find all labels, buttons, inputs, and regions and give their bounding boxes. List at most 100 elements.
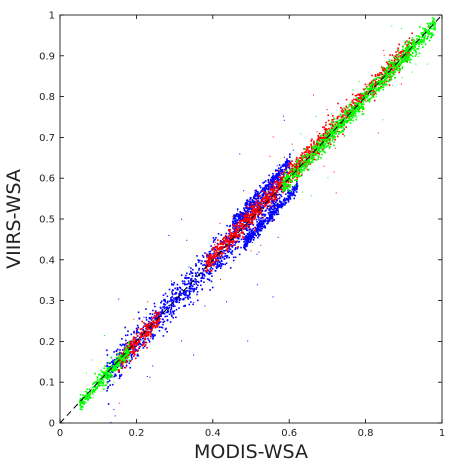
data-point bbox=[419, 26, 421, 28]
data-point bbox=[119, 359, 121, 361]
data-point bbox=[328, 136, 330, 139]
data-point bbox=[315, 147, 318, 149]
data-point bbox=[195, 275, 197, 277]
data-point bbox=[184, 283, 186, 286]
data-point bbox=[281, 169, 284, 171]
data-point bbox=[340, 107, 342, 109]
data-point bbox=[270, 196, 273, 198]
data-point bbox=[269, 211, 271, 214]
data-point bbox=[275, 204, 277, 206]
data-point bbox=[202, 256, 205, 258]
data-point bbox=[311, 152, 313, 154]
data-point bbox=[262, 182, 264, 184]
data-point bbox=[315, 152, 317, 154]
data-point bbox=[196, 255, 198, 257]
data-point bbox=[167, 311, 169, 313]
data-point bbox=[212, 260, 214, 262]
data-point bbox=[289, 194, 291, 197]
data-point bbox=[363, 93, 366, 95]
data-point bbox=[347, 111, 349, 114]
data-point bbox=[82, 394, 84, 396]
data-point bbox=[332, 118, 335, 121]
data-point bbox=[210, 255, 212, 257]
data-point bbox=[285, 198, 288, 200]
data-point bbox=[399, 69, 401, 71]
data-point bbox=[140, 331, 143, 334]
data-point bbox=[185, 294, 188, 296]
data-point bbox=[192, 280, 195, 282]
data-point bbox=[327, 119, 330, 122]
data-point bbox=[99, 379, 102, 381]
data-point bbox=[231, 232, 234, 234]
data-point bbox=[286, 161, 289, 164]
data-point bbox=[330, 124, 332, 127]
data-point bbox=[280, 194, 282, 196]
outlier-point bbox=[333, 171, 335, 173]
data-point bbox=[122, 343, 124, 346]
data-point bbox=[394, 57, 397, 60]
data-point bbox=[247, 225, 250, 227]
data-point bbox=[360, 103, 362, 105]
data-point bbox=[149, 321, 151, 324]
data-point bbox=[229, 237, 231, 240]
data-point bbox=[163, 307, 166, 310]
data-point bbox=[166, 319, 169, 321]
data-point bbox=[98, 378, 101, 381]
data-point bbox=[252, 197, 255, 200]
data-point bbox=[434, 28, 436, 31]
data-point bbox=[274, 197, 277, 199]
data-point bbox=[133, 339, 136, 341]
data-point bbox=[152, 333, 154, 336]
data-point bbox=[290, 172, 292, 175]
data-point bbox=[258, 210, 261, 212]
data-point bbox=[373, 90, 375, 93]
data-point bbox=[377, 73, 379, 75]
data-point bbox=[237, 238, 240, 240]
data-point bbox=[285, 162, 287, 164]
data-point bbox=[122, 358, 124, 360]
outlier-point bbox=[149, 376, 151, 378]
data-point bbox=[122, 365, 124, 367]
data-point bbox=[220, 263, 222, 265]
data-point bbox=[266, 194, 268, 196]
data-point bbox=[127, 330, 129, 333]
data-point bbox=[404, 57, 406, 59]
data-point bbox=[385, 67, 387, 70]
data-point bbox=[368, 87, 370, 90]
data-point bbox=[157, 323, 160, 326]
data-point bbox=[251, 218, 253, 221]
data-point bbox=[383, 70, 385, 72]
data-point bbox=[156, 323, 158, 325]
data-point bbox=[232, 228, 235, 230]
data-point bbox=[246, 239, 249, 241]
data-point bbox=[229, 242, 231, 244]
outlier-point bbox=[202, 274, 204, 276]
data-point bbox=[187, 283, 189, 285]
data-point bbox=[391, 54, 394, 56]
data-point bbox=[352, 102, 354, 104]
data-point bbox=[256, 202, 259, 204]
outlier-point bbox=[248, 206, 249, 208]
data-point bbox=[156, 317, 158, 320]
data-point bbox=[185, 274, 187, 277]
data-point bbox=[183, 282, 186, 285]
data-point bbox=[175, 298, 177, 300]
data-point bbox=[116, 348, 119, 351]
data-point bbox=[106, 371, 109, 374]
data-point bbox=[291, 172, 293, 174]
data-point bbox=[389, 54, 391, 56]
data-point bbox=[187, 296, 189, 299]
data-point bbox=[287, 172, 289, 175]
outlier-point bbox=[237, 210, 239, 212]
data-point bbox=[235, 231, 237, 234]
data-point bbox=[358, 106, 360, 108]
data-point bbox=[253, 211, 255, 214]
data-point bbox=[312, 145, 315, 148]
data-point bbox=[379, 82, 381, 85]
data-point bbox=[94, 389, 97, 391]
data-point bbox=[125, 339, 127, 342]
data-point bbox=[125, 354, 127, 356]
data-point bbox=[247, 241, 250, 243]
data-point bbox=[296, 182, 298, 185]
data-point bbox=[269, 206, 272, 209]
